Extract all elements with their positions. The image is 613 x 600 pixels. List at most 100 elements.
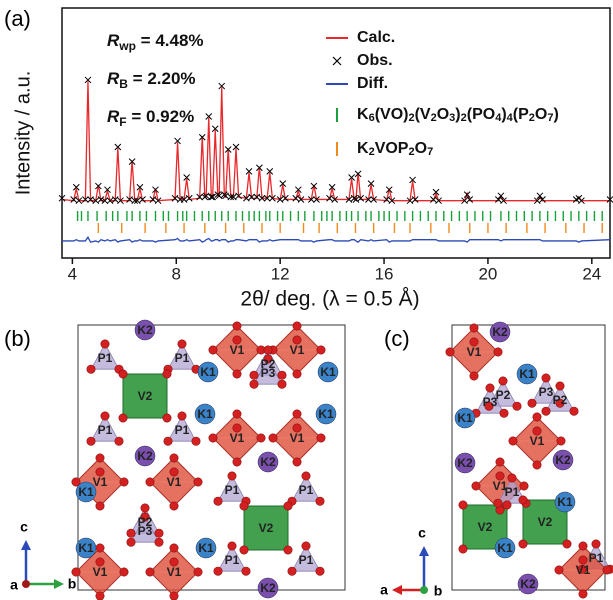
legend-text: VOP — [375, 140, 409, 157]
obs-point — [84, 76, 92, 84]
obs-point — [370, 196, 378, 203]
subscript: 2 — [431, 112, 437, 124]
oxygen-atom — [445, 347, 455, 357]
obs-point — [328, 183, 336, 191]
oxygen-atom — [126, 537, 136, 547]
obs-point — [95, 182, 102, 190]
oxygen-atom — [263, 354, 273, 364]
oxygen-atom — [140, 512, 150, 522]
atom-label: K1 — [457, 411, 473, 425]
obs-point — [269, 194, 276, 202]
atom-label: P1 — [225, 553, 240, 567]
axis-label: a — [10, 577, 18, 593]
p-polyhedron — [130, 516, 160, 543]
obs-point — [365, 196, 372, 203]
subscript: 2 — [461, 112, 467, 124]
oxygen-atom — [578, 589, 588, 599]
atom-label: P1 — [98, 423, 113, 437]
oxygen-atom — [518, 539, 528, 549]
obs-point — [185, 194, 193, 202]
oxygen-atom — [162, 413, 172, 423]
oxygen-atom — [169, 467, 179, 477]
obs-point — [497, 192, 505, 200]
obs-point — [348, 174, 355, 181]
oxygen-atom — [126, 528, 136, 538]
atom-label: V2 — [259, 521, 274, 535]
x-tick-label: 8 — [172, 264, 181, 283]
obs-point — [139, 196, 146, 203]
oxygen-atom — [555, 398, 565, 408]
oxygen-atom — [118, 369, 128, 379]
k1-atom — [194, 403, 216, 425]
oxygen-atom — [292, 423, 302, 433]
legend-text: (PO — [467, 106, 495, 123]
obs-point — [180, 196, 188, 203]
oxygen-atom — [512, 401, 522, 411]
obs-point — [128, 158, 136, 166]
atom-label: K2 — [520, 577, 536, 591]
oxygen-atom — [71, 567, 81, 577]
oxygen-atom — [177, 339, 187, 349]
oxygen-atom — [232, 457, 242, 467]
oxygen-atom — [316, 345, 326, 355]
legend-label: K2VOP2O7 — [357, 140, 433, 158]
annotation-symbol: R — [107, 31, 120, 50]
obs-point — [331, 196, 339, 203]
k1-atom — [554, 491, 576, 513]
obs-point — [357, 194, 365, 202]
atom-label: P3 — [539, 385, 554, 399]
oxygen-atom — [532, 412, 542, 422]
atom-label: P1 — [299, 483, 314, 497]
v2-polyhedron — [243, 505, 289, 551]
annotation-subscript: F — [119, 115, 126, 129]
atom-label: K2 — [137, 449, 153, 463]
obs-point — [183, 174, 191, 181]
oxygen-atom — [145, 477, 155, 487]
obs-point — [211, 125, 219, 133]
k1-atom — [197, 361, 219, 383]
annotation-symbol: R — [107, 107, 120, 126]
annotation: Rwp = 4.48% — [107, 31, 204, 53]
k1-atom — [195, 537, 217, 559]
v2-polyhedron — [122, 373, 168, 419]
oxygen-atom — [541, 373, 551, 383]
series-line — [61, 81, 610, 202]
k1-atom — [315, 403, 337, 425]
x-tick-label: 16 — [375, 264, 394, 283]
legend-label: Diff. — [357, 75, 388, 92]
atom-label: V2 — [138, 389, 153, 403]
oxygen-atom — [227, 471, 237, 481]
obs-point — [354, 170, 362, 178]
obs-point — [313, 196, 320, 203]
obs-point — [266, 168, 274, 175]
subscript: 2 — [408, 112, 414, 124]
annotation-subscript: B — [119, 77, 128, 91]
k1-atom — [454, 407, 476, 429]
oxygen-atom — [292, 457, 302, 467]
p-polyhedron — [217, 475, 247, 502]
legend-text: (V — [415, 106, 431, 123]
atom-label: K2 — [260, 455, 276, 469]
atom-label: K1 — [497, 541, 513, 555]
obs-point — [205, 113, 213, 120]
oxygen-atom — [502, 500, 512, 510]
oxygen-atom — [100, 339, 110, 349]
x-axis-title: 2θ/ deg. (λ = 0.5 Å) — [240, 288, 419, 311]
subscript: 2 — [369, 146, 375, 158]
p-polyhedron — [217, 545, 247, 572]
atom-label: K1 — [197, 407, 213, 421]
axis-label: c — [20, 519, 28, 535]
x-tick-label: 24 — [582, 264, 601, 283]
oxygen-atom — [316, 433, 326, 443]
atom-label: V1 — [167, 475, 182, 489]
obs-point — [245, 168, 253, 175]
atom-label: V1 — [290, 431, 305, 445]
oxygen-atom — [232, 335, 242, 345]
obs-point — [385, 186, 393, 194]
obs-point — [133, 197, 141, 205]
k1-atom — [516, 363, 538, 385]
oxygen-atom — [532, 460, 542, 470]
oxygen-atom — [283, 545, 293, 555]
oxygen-atom — [95, 557, 105, 567]
